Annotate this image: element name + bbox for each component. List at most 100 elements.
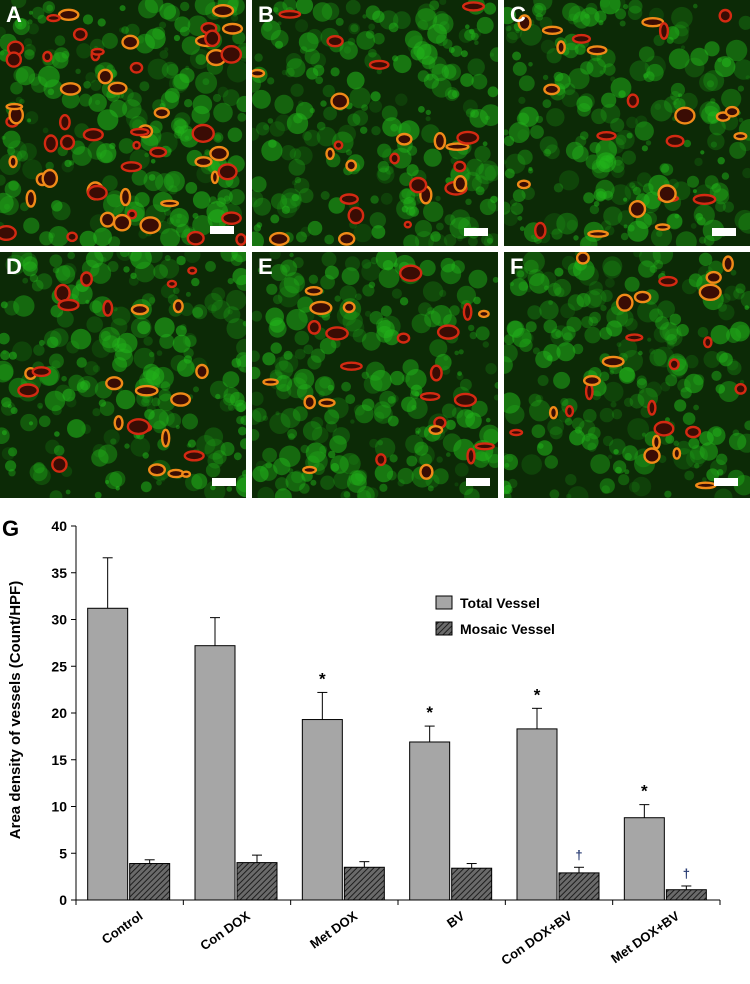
- tissue-stain-spot: [504, 135, 515, 147]
- tissue-stain-spot: [476, 16, 494, 34]
- tissue-stain-spot: [156, 479, 162, 486]
- tissue-stain-spot: [566, 493, 572, 498]
- tissue-stain-spot: [665, 434, 675, 444]
- tissue-stain-spot: [252, 127, 260, 141]
- tissue-stain-spot: [51, 360, 61, 369]
- tissue-stain-spot: [302, 421, 323, 441]
- tissue-stain-spot: [340, 490, 351, 498]
- tissue-stain-spot: [504, 452, 509, 460]
- tissue-stain-spot: [357, 490, 372, 498]
- tissue-stain-spot: [506, 320, 523, 337]
- vessel-profile: [436, 324, 460, 340]
- tissue-stain-spot: [45, 161, 54, 171]
- tissue-stain-spot: [354, 404, 374, 424]
- tissue-stain-spot: [505, 25, 512, 32]
- mosaic-vessel-bar: [451, 867, 493, 901]
- tissue-stain-spot: [635, 115, 648, 128]
- tissue-stain-spot: [663, 96, 681, 113]
- tissue-stain-spot: [195, 71, 218, 94]
- vessel-profile: [221, 22, 244, 35]
- tissue-stain-spot: [577, 103, 591, 117]
- tissue-stain-spot: [560, 303, 576, 319]
- tissue-stain-spot: [112, 306, 118, 312]
- vessel-profile: [59, 134, 76, 151]
- tissue-stain-spot: [53, 445, 65, 456]
- tissue-stain-spot: [269, 317, 285, 333]
- tissue-stain-spot: [699, 431, 714, 446]
- tissue-stain-spot: [196, 435, 216, 455]
- tissue-stain-spot: [682, 412, 696, 425]
- tissue-stain-spot: [119, 252, 130, 258]
- tissue-stain-spot: [581, 433, 599, 451]
- tissue-stain-spot: [175, 325, 187, 337]
- tissue-stain-spot: [457, 371, 462, 376]
- total-vessel-bar: [87, 607, 129, 901]
- tissue-stain-spot: [424, 310, 441, 328]
- vessel-profile: [633, 290, 652, 304]
- vessel-profile: [139, 216, 162, 235]
- tissue-stain-spot: [666, 341, 675, 349]
- tissue-stain-spot: [471, 175, 489, 193]
- tissue-stain-spot: [418, 106, 425, 113]
- tissue-stain-spot: [269, 121, 285, 137]
- tissue-stain-spot: [270, 214, 280, 224]
- tissue-stain-spot: [589, 204, 600, 215]
- scale-bar-f: [714, 478, 738, 486]
- tissue-stain-spot: [653, 326, 670, 343]
- tissue-stain-spot: [252, 197, 258, 206]
- tissue-stain-spot: [662, 322, 682, 342]
- tissue-stain-spot: [339, 453, 361, 475]
- tissue-stain-spot: [213, 102, 233, 123]
- vessel-profile: [43, 134, 59, 153]
- vessel-profile: [86, 184, 108, 201]
- tissue-stain-spot: [302, 131, 312, 141]
- tissue-stain-spot: [395, 93, 408, 106]
- tissue-stain-spot: [217, 189, 233, 205]
- vessel-profile: [172, 299, 184, 314]
- tissue-stain-spot: [389, 454, 398, 463]
- tissue-stain-spot: [603, 63, 616, 76]
- tissue-stain-spot: [51, 405, 62, 416]
- tissue-stain-spot: [52, 267, 60, 274]
- tissue-stain-spot: [28, 421, 34, 426]
- micrograph-image-c: [504, 0, 750, 246]
- tissue-stain-spot: [624, 452, 632, 461]
- tissue-stain-spot: [522, 252, 545, 273]
- significance-marker: *: [426, 703, 433, 722]
- tissue-stain-spot: [345, 394, 356, 405]
- tissue-stain-spot: [127, 92, 142, 107]
- tissue-stain-spot: [235, 477, 246, 498]
- tissue-stain-spot: [466, 158, 484, 177]
- tissue-stain-spot: [479, 424, 498, 446]
- tissue-stain-spot: [107, 261, 119, 272]
- tissue-stain-spot: [140, 481, 152, 493]
- tissue-stain-spot: [417, 3, 436, 22]
- tissue-stain-spot: [504, 356, 513, 374]
- tissue-stain-spot: [303, 129, 321, 147]
- tissue-stain-spot: [299, 483, 310, 494]
- tissue-stain-spot: [579, 235, 598, 246]
- tissue-stain-spot: [240, 438, 246, 450]
- tissue-stain-spot: [76, 43, 92, 59]
- tissue-stain-spot: [343, 46, 352, 54]
- tissue-stain-spot: [330, 455, 349, 474]
- tissue-stain-spot: [31, 279, 44, 292]
- tissue-stain-spot: [172, 73, 190, 91]
- vessel-profile: [31, 366, 52, 378]
- chart-panel-letter: G: [2, 516, 19, 541]
- tissue-stain-spot: [693, 204, 715, 226]
- tissue-stain-spot: [578, 93, 595, 110]
- tissue-stain-spot: [529, 399, 551, 422]
- tissue-stain-spot: [272, 294, 283, 305]
- tissue-stain-spot: [613, 449, 619, 455]
- tissue-stain-spot: [618, 90, 626, 98]
- tissue-stain-spot: [61, 50, 70, 59]
- tissue-stain-spot: [710, 325, 730, 345]
- tissue-stain-spot: [430, 231, 441, 242]
- vessel-profile: [628, 199, 647, 218]
- tissue-stain-spot: [227, 309, 233, 315]
- tissue-stain-spot: [348, 470, 364, 486]
- tissue-stain-spot: [142, 452, 149, 459]
- tissue-stain-spot: [366, 487, 379, 498]
- tissue-stain-spot: [608, 438, 626, 456]
